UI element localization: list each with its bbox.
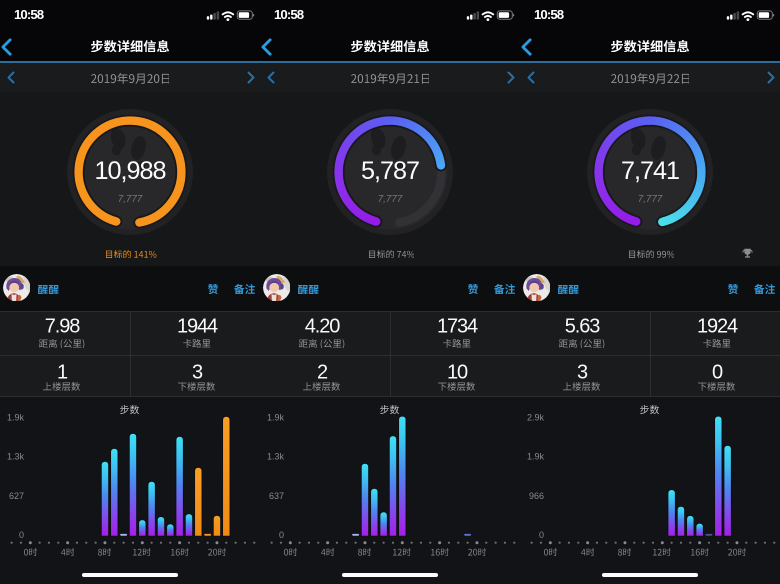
svg-text:627: 627 [9, 491, 24, 501]
svg-text:0: 0 [19, 530, 24, 540]
svg-text:1.9k: 1.9k [7, 412, 25, 422]
svg-text:1.3k: 1.3k [7, 452, 25, 462]
svg-text:1.9k: 1.9k [527, 452, 545, 462]
svg-text:637: 637 [269, 491, 284, 501]
svg-text:1.9k: 1.9k [267, 412, 285, 422]
svg-text:1.3k: 1.3k [267, 452, 285, 462]
svg-text:0: 0 [279, 530, 284, 540]
svg-text:0: 0 [539, 530, 544, 540]
svg-text:2.9k: 2.9k [527, 412, 545, 422]
svg-text:966: 966 [529, 491, 544, 501]
